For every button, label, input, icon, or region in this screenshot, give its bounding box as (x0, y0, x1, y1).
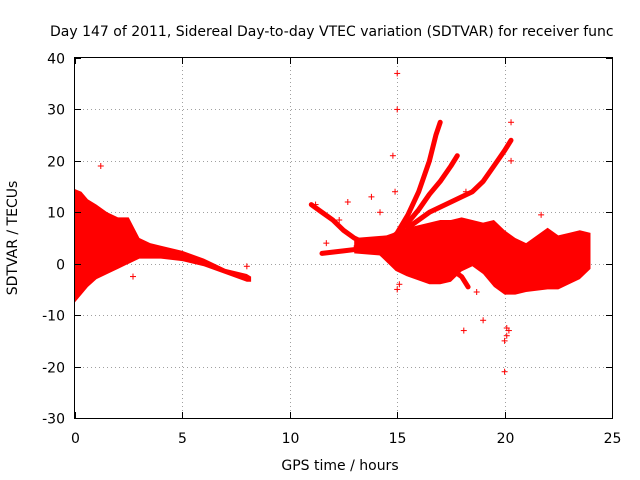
scatter-trace (319, 230, 540, 282)
data-point (394, 70, 401, 77)
x-tick-label: 20 (497, 431, 515, 447)
data-point (415, 271, 422, 277)
data-point (312, 201, 319, 208)
data-layer (75, 70, 591, 375)
data-point (97, 163, 104, 169)
data-point (243, 263, 250, 270)
x-axis-label: GPS time / hours (281, 458, 398, 474)
grid-layer (75, 58, 612, 418)
x-tick-label: 5 (178, 431, 187, 447)
x-tick-label: 10 (282, 431, 300, 447)
x-tick-label: 15 (389, 431, 407, 447)
data-point (396, 281, 403, 288)
x-tick-label: 25 (604, 431, 622, 447)
y-tick-label: -10 (42, 309, 65, 325)
y-tick-label: 0 (56, 258, 65, 274)
data-point (505, 327, 512, 334)
plot-frame (74, 57, 613, 419)
data-point (460, 327, 467, 334)
series-rising-arc-1 (319, 230, 540, 282)
data-point (480, 317, 487, 324)
data-point (394, 286, 401, 293)
data-point (501, 337, 508, 344)
scatter-trace (373, 245, 432, 277)
data-point (538, 211, 545, 218)
data-point (377, 209, 384, 216)
y-axis-label: SDTVAR / TECUs (5, 181, 21, 296)
scatter-trace (390, 153, 460, 241)
series-decay-arc-1 (308, 202, 379, 249)
data-point (462, 188, 469, 195)
data-point (383, 250, 390, 257)
data-point (426, 276, 433, 283)
series-dense-band-early (75, 189, 252, 303)
scatter-trace (437, 250, 471, 290)
y-tick-label: 40 (47, 52, 65, 68)
y-tick-label: 20 (47, 155, 65, 171)
series-outliers (97, 70, 545, 375)
data-point (336, 217, 343, 223)
series-falling-arc-2 (437, 250, 471, 290)
data-point (344, 199, 351, 205)
y-tick-label: -30 (42, 412, 65, 428)
data-point (389, 152, 396, 159)
chart-title: Day 147 of 2011, Sidereal Day-to-day VTE… (50, 24, 614, 40)
data-point (323, 240, 330, 247)
y-tick-label: 30 (47, 103, 65, 119)
data-point (368, 193, 375, 200)
data-point (351, 245, 358, 252)
series-dense-band-late (354, 217, 591, 295)
data-point (503, 332, 510, 339)
scatter-band (75, 189, 252, 303)
axis-layer: 0 5 10 15 20 25 -30 -20 -10 0 10 20 30 40 (42, 52, 621, 448)
y-tick-label: 10 (47, 206, 65, 222)
data-point (392, 188, 399, 195)
y-tick-label: -20 (42, 361, 65, 377)
series-falling-arc-1 (373, 245, 432, 277)
data-point (129, 273, 136, 280)
series-rising-arc-4 (405, 137, 514, 231)
data-point (473, 289, 480, 295)
data-point (501, 368, 508, 375)
x-tick-label: 0 (71, 431, 80, 447)
scatter-trace (308, 202, 379, 249)
data-point (508, 119, 515, 126)
data-point (508, 157, 515, 164)
series-rising-arc-3 (390, 153, 460, 241)
data-point (394, 106, 401, 113)
scatter-band (354, 217, 591, 295)
scatter-trace (405, 137, 514, 231)
